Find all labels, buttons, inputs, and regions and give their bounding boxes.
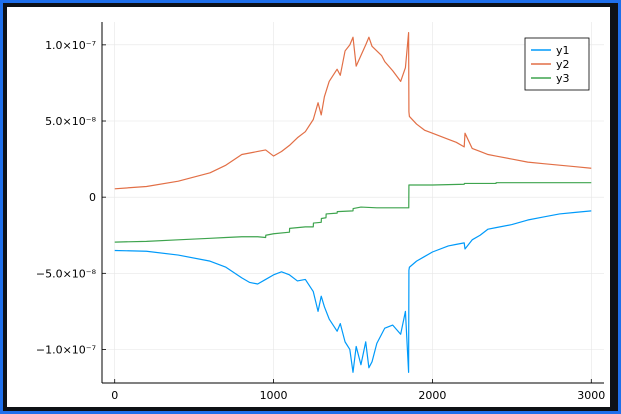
- x-tick-label: 1000: [260, 389, 288, 402]
- series-line-y2: [114, 32, 592, 190]
- plot-area: 0 1000 2000 3000 1.0×10⁻⁷ 5.0×10⁻⁸ 0 −5.0×10⁻⁸ −…: [7, 7, 610, 407]
- y-tick-label: −1.0×10⁻⁷: [36, 343, 96, 356]
- line-chart: 0 1000 2000 3000 1.0×10⁻⁷ 5.0×10⁻⁸ 0 −5.0×10⁻⁸ −…: [36, 22, 605, 402]
- x-tick-label: 3000: [577, 389, 605, 402]
- y-tick-label: 1.0×10⁻⁷: [45, 39, 96, 52]
- y-tick-label: 5.0×10⁻⁸: [45, 115, 97, 128]
- legend-label-y2: y2: [556, 58, 570, 71]
- x-tick-label: 0: [111, 389, 118, 402]
- legend-label-y1: y1: [556, 44, 570, 57]
- series-line-y1: [114, 210, 592, 373]
- series-line-y3: [114, 182, 592, 243]
- y-tick-label: −5.0×10⁻⁸: [36, 267, 97, 280]
- legend-label-y3: y3: [556, 72, 570, 85]
- y-tick-label: 0: [89, 191, 96, 204]
- x-tick-label: 2000: [418, 389, 446, 402]
